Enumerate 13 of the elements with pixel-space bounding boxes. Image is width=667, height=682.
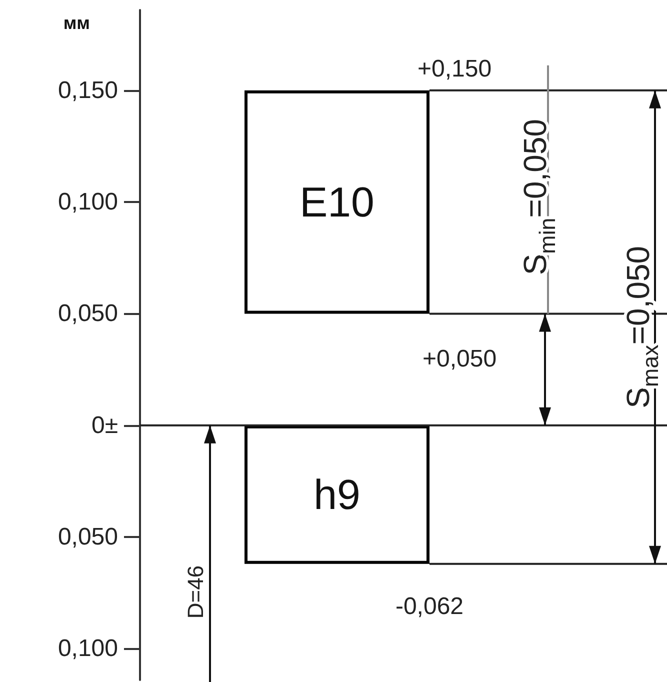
series-label: E10 (300, 178, 374, 226)
y-tick-label: 0± (91, 412, 118, 439)
y-tick-label: 0,050 (58, 300, 118, 328)
annotation: +0,150 (417, 54, 492, 82)
annotation: D=46 (182, 565, 208, 619)
y-tick-label: 0,100 (58, 635, 118, 662)
y-axis-title: мм (63, 13, 90, 33)
annotation: -0,062 (395, 592, 464, 620)
y-tick-label: 0,150 (58, 76, 118, 104)
y-tick-label: 0,050 (58, 524, 118, 551)
y-tick-label: 0,100 (58, 188, 118, 216)
annotation: +0,050 (422, 345, 497, 372)
series-label: h9 (314, 471, 360, 518)
